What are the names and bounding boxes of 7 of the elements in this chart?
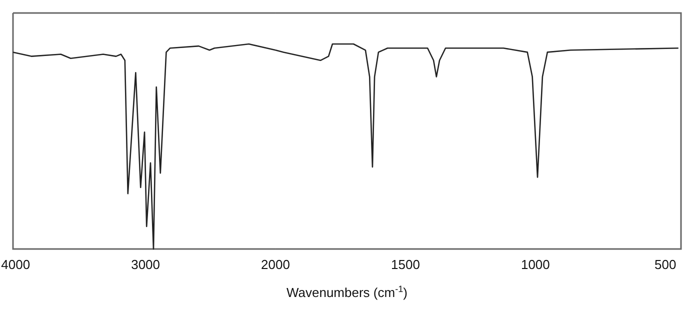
x-tick-label: 1500 — [391, 257, 420, 272]
x-axis-title: Wavenumbers (cm$^{-1}$) — [286, 284, 408, 300]
x-tick-label: 1000 — [520, 257, 550, 272]
x-tick-label: 2000 — [261, 257, 290, 272]
x-tick-label: 3000 — [131, 257, 160, 272]
x-tick-label: 500 — [654, 257, 676, 272]
x-tick-label: 4000 — [1, 257, 30, 272]
